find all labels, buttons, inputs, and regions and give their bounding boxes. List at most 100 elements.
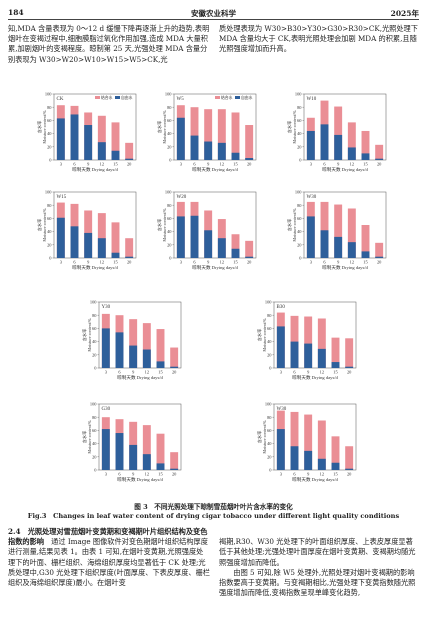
y-tick-label: 40 — [167, 229, 172, 234]
y-tick-label: 80 — [47, 105, 52, 110]
y-tick-label: 80 — [47, 203, 52, 208]
bar-free-water — [204, 141, 213, 160]
y-tick-label: 0 — [269, 468, 272, 473]
figure-caption-en: Fig.3 Changes in leaf water content of d… — [27, 512, 400, 520]
bar-bound-water — [125, 142, 134, 160]
x-tick-label: 9 — [307, 370, 310, 375]
legend-label-free: 自由水 — [121, 95, 133, 100]
x-tick-label: 12 — [220, 162, 224, 167]
x-axis-label: 晾制天数 Drying days/d — [117, 476, 163, 483]
x-tick-label: 15 — [233, 162, 238, 167]
plot-frame — [173, 191, 257, 259]
y-tick-label: 100 — [265, 402, 272, 407]
bar-free-water — [320, 230, 329, 258]
legend-swatch-free — [115, 96, 120, 99]
chart-w30: 0 20 40 60 80 100 3 6 9 12 15 20 W30 晾制天数 Drying days… — [285, 188, 389, 273]
x-tick-label: 20 — [172, 370, 177, 375]
bar-bound-water — [231, 112, 240, 160]
y-tick-label: 100 — [165, 190, 172, 195]
y-tick-label: 40 — [92, 339, 97, 344]
y-tick-label: 80 — [267, 313, 272, 318]
bar-bound-water — [142, 323, 151, 368]
plot-frame — [98, 403, 182, 471]
bar-free-water — [115, 433, 124, 470]
x-tick-label: 6 — [193, 260, 196, 265]
bar-free-water — [156, 361, 165, 368]
bar-free-water — [331, 362, 340, 368]
y-axis-label: 含水率Moisture content/% — [286, 208, 297, 242]
x-axis-label: 晾制天数 Drying days/d — [192, 166, 238, 173]
plot-frame — [98, 301, 182, 369]
x-tick-label: 15 — [363, 260, 368, 265]
x-tick-label: 6 — [73, 260, 76, 265]
bar-bound-water — [245, 125, 254, 160]
legend-label-bound: 结合水 — [221, 95, 233, 100]
panel-label: CK — [57, 97, 64, 102]
x-tick-label: 9 — [337, 162, 340, 167]
y-tick-label: 0 — [94, 468, 97, 473]
x-tick-label: 20 — [172, 472, 177, 477]
x-axis-label: 晾制天数 Drying days/d — [117, 374, 163, 381]
y-tick-label: 80 — [297, 105, 302, 110]
figure-caption-cn: 图 3 不同光照处理下晾制雪茄烟叶叶片含水率的变化 — [134, 503, 293, 511]
x-tick-label: 20 — [347, 370, 352, 375]
bar-free-water — [111, 150, 120, 160]
page-header: 184 安徽农业科学 2025年 — [8, 6, 419, 20]
section-2-4-right: 褐期,R30、W30 光处理下的叶面组织厚度、上表皮厚度显著低于其他处理;光强处… — [219, 537, 416, 598]
y-tick-label: 20 — [47, 144, 52, 149]
plot-frame — [273, 403, 357, 471]
x-tick-label: 12 — [220, 260, 224, 265]
y-tick-label: 80 — [267, 415, 272, 420]
bar-bound-water — [317, 318, 326, 368]
x-tick-label: 6 — [73, 162, 76, 167]
plot-frame — [53, 93, 137, 161]
bar-bound-water — [170, 452, 179, 470]
y-tick-label: 20 — [267, 454, 272, 459]
x-tick-label: 6 — [118, 472, 121, 477]
x-tick-label: 9 — [337, 260, 340, 265]
y-tick-label: 100 — [90, 300, 97, 305]
bar-free-water — [345, 366, 354, 368]
bar-bound-water — [334, 204, 343, 258]
panel-label: W20 — [177, 195, 187, 200]
y-tick-label: 60 — [92, 326, 97, 331]
y-axis-label: 含水率Moisture content/% — [256, 420, 267, 454]
bar-free-water — [101, 429, 110, 470]
y-tick-label: 20 — [47, 242, 52, 247]
panel-label: W5 — [177, 97, 185, 102]
bar-free-water — [111, 252, 120, 258]
chart-b30: 0 20 40 60 80 100 3 6 9 12 15 20 B30 晾制天数 Drying days… — [255, 298, 359, 383]
bar-free-water — [361, 153, 370, 160]
y-tick-label: 0 — [299, 256, 302, 261]
bar-bound-water — [334, 106, 343, 160]
x-axis-label: 晾制天数 Drying days/d — [192, 264, 238, 271]
x-tick-label: 20 — [247, 260, 252, 265]
x-tick-label: 9 — [207, 162, 210, 167]
bar-bound-water — [361, 130, 370, 160]
bar-free-water — [129, 345, 138, 368]
bar-bound-water — [111, 222, 120, 258]
y-tick-label: 100 — [265, 300, 272, 305]
y-axis-label: 含水率Moisture content/% — [156, 110, 167, 144]
bar-bound-water — [347, 122, 356, 160]
x-tick-label: 9 — [307, 472, 310, 477]
bar-free-water — [276, 326, 285, 368]
bar-free-water — [304, 450, 313, 470]
x-tick-label: 6 — [193, 162, 196, 167]
x-tick-label: 20 — [347, 472, 352, 477]
x-axis-label: 晾制天数 Drying days/d — [292, 374, 338, 381]
bar-free-water — [70, 226, 79, 258]
bar-free-water — [101, 328, 110, 368]
y-tick-label: 60 — [47, 118, 52, 123]
panel-label: W10 — [307, 97, 317, 102]
y-tick-label: 40 — [267, 441, 272, 446]
section-heading: 2.4 光照处理对雪茄烟叶变黄期和变褐期叶片组织结构及变色指数的影响 — [8, 527, 208, 547]
bar-bound-water — [156, 433, 165, 470]
x-axis-label: 晾制天数 Drying days/d — [322, 166, 368, 173]
bar-free-water — [331, 462, 340, 470]
y-tick-label: 60 — [267, 428, 272, 433]
x-tick-label: 12 — [100, 260, 104, 265]
y-tick-label: 0 — [49, 256, 52, 261]
x-tick-label: 6 — [293, 472, 296, 477]
y-tick-label: 40 — [92, 441, 97, 446]
